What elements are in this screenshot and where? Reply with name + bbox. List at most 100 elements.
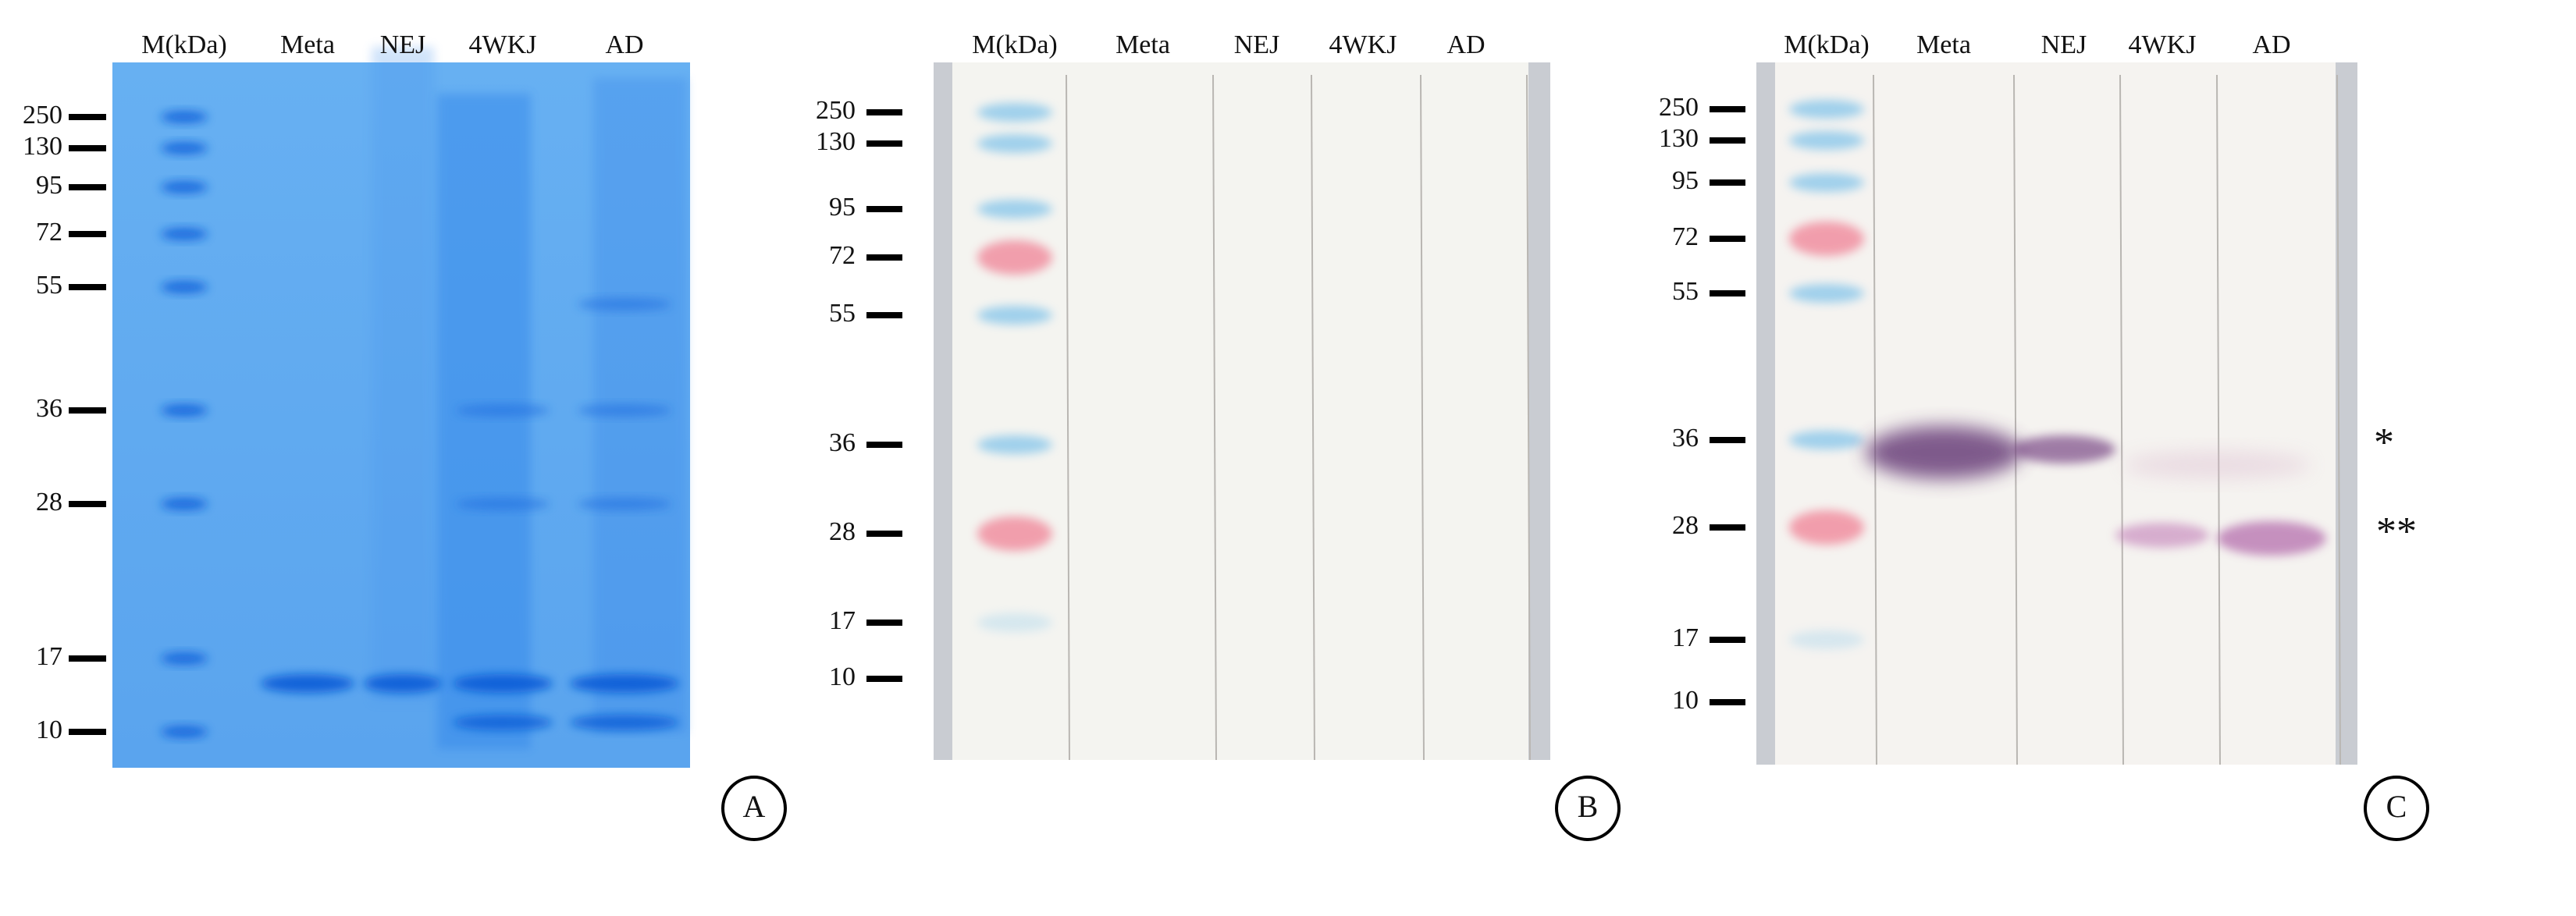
gel-background [1756, 62, 2357, 765]
lane-separator [2336, 74, 2341, 765]
lane-label: M(kDa) [1784, 30, 1870, 59]
lane-label: M(kDa) [141, 30, 227, 59]
marker-label: 10 [36, 715, 62, 744]
marker-label: 250 [1659, 93, 1699, 122]
band [578, 404, 671, 417]
band [456, 498, 550, 510]
band [161, 142, 208, 154]
gel-background [934, 62, 1550, 760]
band [977, 435, 1052, 454]
marker-label: 28 [829, 517, 856, 546]
band [456, 404, 550, 417]
lane-separator [2119, 74, 2124, 765]
marker-label: 55 [829, 299, 856, 328]
lane-separator [1873, 74, 1877, 765]
lane-label: NEJ [1234, 30, 1280, 59]
band [2123, 451, 2311, 479]
marker-label: 55 [1672, 277, 1699, 306]
marker-label: 36 [36, 394, 62, 423]
marker-label: 36 [1672, 424, 1699, 453]
lane-label: 4WKJ [1329, 30, 1397, 59]
band [977, 134, 1052, 153]
lane-separator [1066, 74, 1070, 761]
lane-label: M(kDa) [972, 30, 1058, 59]
marker-label: 95 [36, 171, 62, 200]
marker-label: 95 [829, 193, 856, 222]
smear [372, 47, 434, 702]
lane-label: NEJ [2041, 30, 2087, 59]
lane-label: Meta [280, 30, 335, 59]
lane-separator [2013, 74, 2018, 765]
lane-separator [2216, 74, 2221, 765]
lane-separator [1526, 74, 1531, 761]
panel-letter-circle [721, 776, 787, 841]
panel-letter: A [743, 789, 766, 824]
band [2217, 521, 2326, 556]
band [161, 652, 208, 665]
band [977, 517, 1052, 551]
marker-label: 72 [36, 218, 62, 247]
panel-letter: B [1578, 789, 1599, 824]
marker-label: 17 [1672, 623, 1699, 652]
lane-label: 4WKJ [469, 30, 537, 59]
marker-label: 28 [36, 488, 62, 517]
band [1789, 222, 1864, 256]
band [1789, 173, 1864, 192]
marker-label: 36 [829, 428, 856, 457]
marker-label: 17 [36, 642, 62, 671]
marker-label: 250 [816, 96, 856, 125]
marker-label: 17 [829, 606, 856, 635]
annotation: ** [2376, 509, 2417, 554]
membrane-edge [1756, 62, 1775, 765]
marker-label: 72 [829, 241, 856, 270]
band [161, 228, 208, 240]
smear [437, 94, 531, 749]
lane-separator [1212, 74, 1217, 761]
band [977, 103, 1052, 122]
band [161, 498, 208, 510]
band [1789, 100, 1864, 119]
band [1789, 284, 1864, 303]
annotation: * [2374, 421, 2394, 465]
lane-label: AD [605, 30, 643, 59]
band [1789, 431, 1864, 449]
band [1789, 510, 1864, 545]
marker-label: 130 [1659, 124, 1699, 153]
band [570, 715, 679, 730]
band [977, 240, 1052, 275]
panel-letter: C [2386, 789, 2407, 824]
lane-label: AD [2252, 30, 2290, 59]
band [453, 715, 553, 730]
lane-separator [1420, 74, 1425, 761]
lane-label: 4WKJ [2129, 30, 2197, 59]
band [578, 498, 671, 510]
band [161, 726, 208, 738]
band [570, 674, 679, 693]
band [364, 674, 442, 693]
marker-label: 130 [816, 127, 856, 156]
band [261, 674, 354, 693]
band [977, 200, 1052, 218]
band [161, 181, 208, 193]
lane-separator [1311, 74, 1315, 761]
band [578, 298, 671, 311]
band [453, 674, 553, 693]
lane-label: Meta [1916, 30, 1971, 59]
marker-label: 55 [36, 271, 62, 300]
marker-label: 72 [1672, 222, 1699, 251]
band [1866, 426, 2022, 479]
band [161, 404, 208, 417]
marker-label: 250 [23, 101, 62, 130]
band [161, 281, 208, 293]
lane-label: Meta [1115, 30, 1170, 59]
marker-label: 28 [1672, 511, 1699, 540]
marker-label: 10 [829, 662, 856, 691]
lane-label: NEJ [380, 30, 426, 59]
band [1789, 131, 1864, 150]
panel-letter-circle [2364, 776, 2429, 841]
band [2115, 523, 2209, 548]
membrane-edge [1528, 62, 1550, 760]
band [161, 111, 208, 123]
